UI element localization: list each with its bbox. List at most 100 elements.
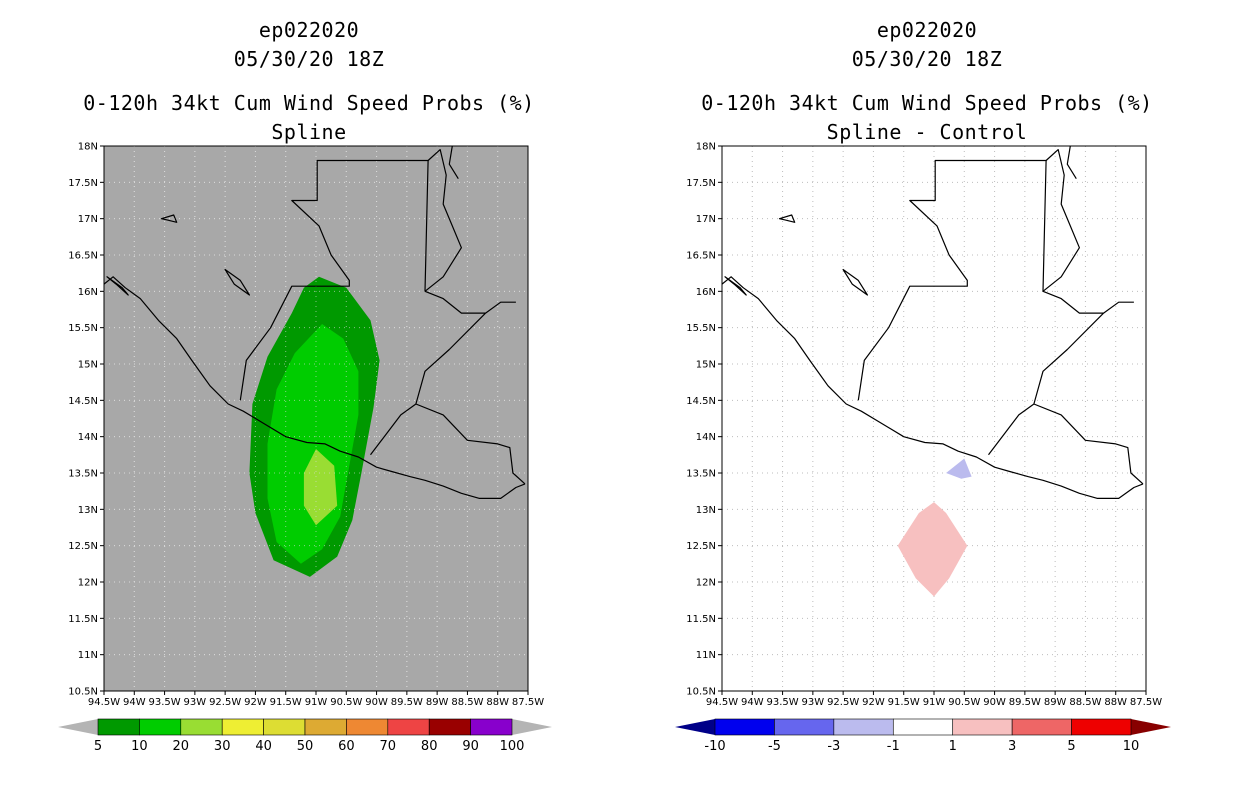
- left-datetime: 05/30/20 18Z: [233, 47, 385, 71]
- lon-tick-label: 90W: [365, 697, 388, 708]
- lat-tick-label: 14.5N: [686, 396, 716, 407]
- guatemala-border: [857, 159, 1105, 456]
- colorbar-label: 100: [500, 739, 525, 754]
- colorbar-label: 1: [949, 739, 957, 754]
- left-subtitle: Spline: [271, 120, 347, 144]
- lat-tick-label: 11.5N: [686, 614, 716, 625]
- lat-tick-label: 16N: [696, 287, 716, 298]
- lon-tick-label: 88.5W: [1069, 697, 1101, 708]
- yucatan-coastline: [1066, 145, 1077, 180]
- colorbar-swatch: [714, 718, 775, 736]
- lat-tick-label: 15.5N: [68, 323, 98, 334]
- belize-border: [424, 149, 462, 292]
- lon-tick-label: 92W: [244, 697, 267, 708]
- lat-tick-label: 14.5N: [68, 396, 98, 407]
- lon-tick-label: 91W: [923, 697, 946, 708]
- left-colorbar: 5 10 20 30 40 50 60 70 80 90 100: [58, 718, 552, 754]
- coastal-lagoon-outline: [724, 276, 747, 296]
- colorbar-swatch: [774, 718, 835, 736]
- pacific-coastline: [103, 276, 526, 499]
- lon-tick-label: 93.5W: [148, 697, 180, 708]
- lon-tick-label: 94W: [741, 697, 764, 708]
- right-storm-id: ep022020: [876, 18, 978, 42]
- colorbar-swatch: [346, 718, 389, 736]
- lon-tick-label: 94.5W: [706, 697, 738, 708]
- diff-contour-positive: [897, 502, 968, 597]
- lon-tick-label: 88W: [1104, 697, 1127, 708]
- lon-tick-label: 89.5W: [391, 697, 423, 708]
- colorbar-label: 10: [1123, 739, 1140, 754]
- laguna-outline: [842, 268, 868, 296]
- colorbar-swatch: [833, 718, 894, 736]
- colorbar-label: 5: [1067, 739, 1075, 754]
- right-datetime: 05/30/20 18Z: [851, 47, 1003, 71]
- coastal-lagoon-outline: [106, 276, 129, 296]
- lon-tick-label: 92W: [862, 697, 885, 708]
- colorbar-label: 10: [131, 739, 148, 754]
- lat-tick-label: 11N: [696, 650, 716, 661]
- lat-tick-label: 12.5N: [68, 541, 98, 552]
- colorbar-label: 40: [255, 739, 272, 754]
- lon-tick-label: 88.5W: [451, 697, 483, 708]
- colorbar-label: 80: [421, 739, 438, 754]
- colorbar-low-arrow: [58, 719, 98, 735]
- lon-tick-label: 94W: [123, 697, 146, 708]
- caribbean-coastline: [1103, 301, 1134, 314]
- lon-tick-label: 93W: [802, 697, 825, 708]
- colorbar-swatch: [387, 718, 430, 736]
- lon-tick-label: 93.5W: [766, 697, 798, 708]
- colorbar-label: 60: [338, 739, 355, 754]
- lon-tick-label: 90W: [983, 697, 1006, 708]
- lat-lon-grid: [721, 145, 1147, 692]
- right-colorbar: -10 -5 -3 -1 1 3 5 10: [675, 718, 1171, 754]
- colorbar-label: 5: [94, 739, 102, 754]
- caribbean-coastline: [485, 301, 516, 314]
- lat-tick-label: 14N: [78, 432, 98, 443]
- lat-tick-label: 12N: [696, 578, 716, 589]
- lon-tick-label: 88W: [486, 697, 509, 708]
- lagoon-outline: [160, 214, 178, 223]
- colorbar-label: 20: [173, 739, 190, 754]
- left-product-title: 0-120h 34kt Cum Wind Speed Probs (%): [83, 91, 535, 115]
- honduras-border: [1033, 403, 1144, 485]
- colorbar-label: -1: [887, 739, 900, 754]
- lat-tick-label: 18N: [78, 142, 98, 153]
- colorbar-swatch: [892, 718, 954, 736]
- lon-tick-label: 87.5W: [1130, 697, 1162, 708]
- lat-tick-label: 13.5N: [686, 469, 716, 480]
- lon-tick-label: 93W: [184, 697, 207, 708]
- colorbar-low-arrow: [675, 719, 715, 735]
- lat-tick-label: 18N: [696, 142, 716, 153]
- laguna-outline: [224, 268, 250, 296]
- colorbar-high-arrow: [512, 719, 552, 735]
- colorbar-high-arrow: [1131, 719, 1171, 735]
- lon-tick-label: 91.5W: [270, 697, 302, 708]
- lat-tick-label: 13N: [78, 505, 98, 516]
- lon-tick-label: 92.5W: [209, 697, 241, 708]
- colorbar-label: 30: [214, 739, 231, 754]
- guatemala-border: [239, 159, 487, 456]
- colorbar-swatch: [304, 718, 347, 736]
- lat-tick-label: 10.5N: [68, 687, 98, 698]
- colorbar-label: 70: [380, 739, 397, 754]
- lat-tick-label: 13.5N: [68, 469, 98, 480]
- right-subtitle: Spline - Control: [826, 120, 1028, 144]
- colorbar-swatch: [1071, 718, 1132, 736]
- lat-tick-label: 10.5N: [686, 687, 716, 698]
- lon-tick-label: 89W: [426, 697, 449, 708]
- lon-tick-label: 91W: [305, 697, 328, 708]
- colorbar-swatch: [428, 718, 471, 736]
- colorbar-swatch: [1011, 718, 1072, 736]
- lat-tick-label: 16.5N: [68, 251, 98, 262]
- lat-tick-label: 14N: [696, 432, 716, 443]
- colorbar-label: -3: [827, 739, 840, 754]
- colorbar-label: 90: [462, 739, 479, 754]
- lon-tick-label: 89W: [1044, 697, 1067, 708]
- lon-tick-label: 91.5W: [888, 697, 920, 708]
- colorbar-label: -5: [768, 739, 781, 754]
- yucatan-coastline: [448, 145, 459, 180]
- right-map: 18N 17.5N 17N 16.5N 16N 15.5N 15N 14.5N 14N 13.5N…: [686, 142, 1162, 709]
- lat-tick-label: 17.5N: [68, 178, 98, 189]
- lat-tick-label: 12N: [78, 578, 98, 589]
